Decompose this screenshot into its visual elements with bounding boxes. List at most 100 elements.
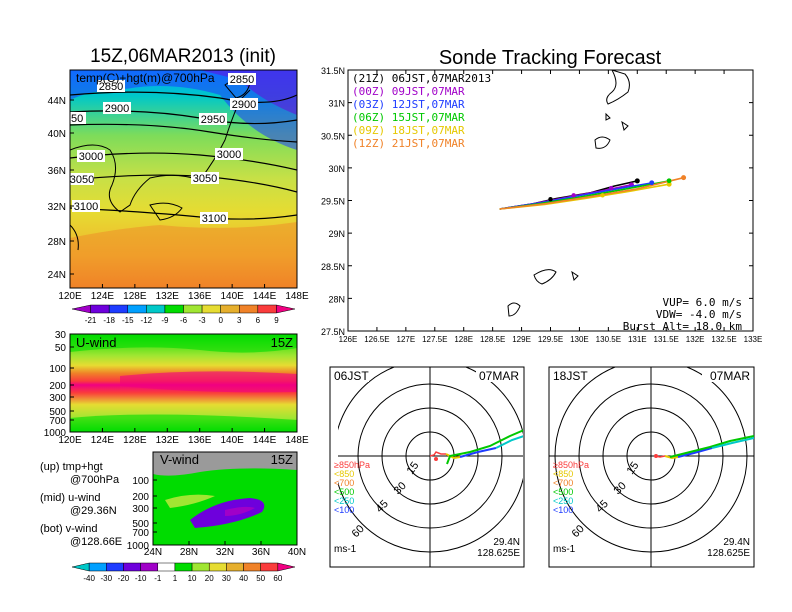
contour-label: 3100 — [202, 213, 226, 225]
colorbar-label: -10 — [135, 574, 147, 583]
date-box — [476, 368, 523, 382]
contour-label-box — [72, 200, 100, 212]
lat-tick-label: 30.5N — [321, 131, 345, 141]
note-line: (up) tmp+hgt — [40, 461, 103, 473]
colorbar-label: 60 — [273, 574, 282, 583]
pressure-tick-label: 700 — [132, 528, 149, 539]
track-panel: 31.5N31N30.5N30N29.5N29N28.5N28N27.5N126… — [321, 66, 762, 344]
colorbar-swatch — [108, 304, 128, 314]
coastline — [70, 224, 79, 251]
level-label: <250 — [334, 496, 354, 506]
colorbar-label: -30 — [101, 574, 113, 583]
hodo-units: ms-1 — [334, 544, 357, 555]
u-wind-low-region — [70, 414, 297, 432]
coastline — [149, 202, 183, 221]
time-box — [550, 368, 588, 382]
lat-tick-label: 40N — [48, 129, 66, 140]
wind-colorbar: -40 -30 -20 -10 -1 1 10 20 30 40 50 60 — [71, 562, 296, 583]
contour-label: 3050 — [70, 174, 94, 186]
legend-entry: (09Z) 18JST,07MAR — [352, 124, 465, 137]
level-label: <100 — [334, 505, 354, 515]
colorbar-label: 0 — [218, 316, 223, 325]
island-outline — [507, 302, 521, 317]
level-label: <700 — [553, 478, 573, 488]
pressure-tick-label: 500 — [49, 407, 66, 418]
colorbar-swatch — [164, 304, 184, 314]
v-wind-negative-core — [225, 506, 255, 516]
hodo-launch-point — [654, 454, 658, 458]
hodo-trace-100 — [677, 447, 713, 458]
colorbar-swatch — [239, 304, 259, 314]
colorbar-label: -1 — [154, 574, 162, 583]
island-outline — [571, 270, 579, 281]
hodo-trace-surface — [429, 451, 446, 457]
v-wind-positive-region — [165, 494, 215, 508]
lat-tick-label: 24N — [144, 547, 162, 558]
lon-tick-label: 144E — [253, 435, 277, 446]
hodograph-left: 15 30 45 60 06JST 07MAR ms-1 29.4N 128.6… — [329, 366, 525, 568]
contour-label: 2900 — [105, 103, 129, 115]
island-outline — [594, 136, 611, 149]
coastline — [70, 89, 251, 213]
pressure-tick-label: 300 — [49, 393, 66, 404]
track-marker — [571, 193, 576, 198]
hodo-date: 07MAR — [479, 369, 519, 383]
colorbar-swatch — [220, 304, 240, 314]
contour-label-box — [103, 102, 131, 114]
param-vdw: VDW= -4.0 m/s — [656, 308, 742, 321]
launch-params: VUP= 6.0 m/s VDW= -4.0 m/s Burst Alt= 18… — [623, 296, 743, 333]
colorbar-swatch — [201, 304, 221, 314]
colorbar-swatch — [140, 562, 159, 572]
colorbar-swatch — [71, 562, 90, 572]
colorbar-swatch — [174, 562, 193, 572]
ring-label: 15 — [625, 460, 642, 477]
contour-label: 3050 — [193, 173, 217, 185]
lon-tick-label: 128E — [123, 291, 147, 302]
lat-tick-label: 32N — [216, 547, 234, 558]
lon-tick-label: 120E — [58, 435, 82, 446]
track-legend: (21Z) 06JST,07MAR2013 (00Z) 09JST,07MAR … — [352, 72, 491, 150]
hodo-launch-point — [434, 457, 438, 461]
u-wind-low-region — [70, 334, 297, 353]
legend-entry: (03Z) 12JST,07MAR — [352, 98, 465, 111]
contour-label: 2950 — [201, 114, 225, 126]
time-box — [331, 368, 369, 382]
colorbar-swatch — [183, 304, 203, 314]
note-line: (bot) v-wind — [40, 523, 97, 535]
contour-label-box — [77, 150, 105, 162]
colorbar-swatch — [277, 562, 296, 572]
pressure-tick-label: 200 — [49, 381, 66, 392]
lat-tick-label: 32N — [48, 202, 66, 213]
pressure-tick-label: 1000 — [127, 541, 150, 552]
units-box — [332, 544, 356, 556]
contour-line — [70, 152, 297, 171]
v-wind-gray-region — [153, 452, 297, 476]
lat-tick-label: 31.5N — [321, 66, 345, 76]
pressure-tick-label: 1000 — [44, 428, 67, 439]
lat-tick-label: 30N — [328, 164, 345, 174]
lat-tick-label: 24N — [48, 270, 66, 281]
colorbar-label: 50 — [256, 574, 265, 583]
level-label: <500 — [334, 487, 354, 497]
contour-label-box — [215, 148, 243, 160]
contour-label: 2850 — [230, 74, 254, 86]
track-marker — [635, 178, 640, 184]
lon-tick-label: 140E — [220, 291, 244, 302]
contour-label: 3000 — [217, 149, 241, 161]
colorbar-label: -3 — [199, 316, 207, 325]
lat-tick-label: 28N — [328, 294, 345, 304]
contour-line — [70, 123, 297, 143]
lon-tick-label: 126.5E — [364, 335, 389, 344]
lon-tick-label: 132E — [156, 291, 180, 302]
pressure-tick-label: 300 — [132, 504, 149, 515]
level-label: <700 — [334, 478, 354, 488]
hodograph-right: 15 30 45 60 18JST 07MAR ms-1 29.4N 128.6… — [548, 366, 755, 568]
u-wind-label: U-wind — [76, 335, 116, 350]
lat-tick-label: 28N — [48, 237, 66, 248]
colorbar-swatch — [257, 304, 277, 314]
lat-tick-label: 27.5N — [321, 327, 345, 337]
colorbar-swatch — [146, 304, 166, 314]
legend-entry: (21Z) 06JST,07MAR2013 — [352, 72, 491, 85]
